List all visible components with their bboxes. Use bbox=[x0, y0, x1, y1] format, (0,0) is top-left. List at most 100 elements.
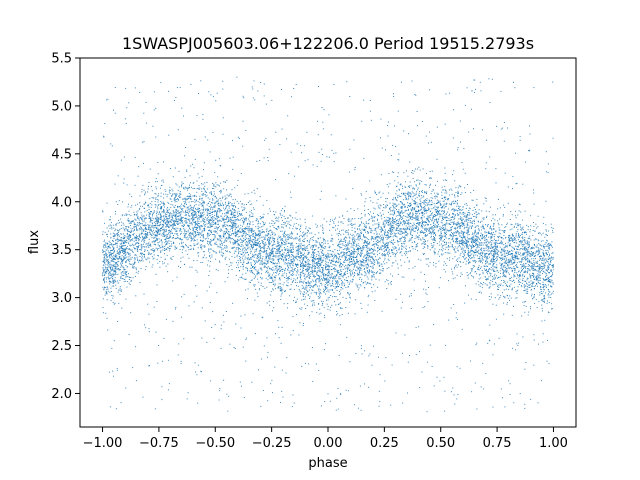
data-point bbox=[333, 278, 335, 280]
data-point bbox=[526, 258, 527, 260]
data-point bbox=[442, 205, 444, 207]
data-point bbox=[517, 236, 519, 238]
data-point bbox=[266, 267, 268, 269]
data-point bbox=[221, 244, 223, 246]
data-point bbox=[176, 193, 178, 195]
data-point bbox=[502, 253, 504, 255]
data-point bbox=[201, 219, 203, 221]
data-point bbox=[308, 230, 309, 232]
data-point bbox=[208, 222, 210, 224]
data-point bbox=[405, 197, 407, 199]
data-point bbox=[342, 288, 344, 290]
data-point bbox=[488, 245, 490, 247]
data-point bbox=[518, 271, 520, 273]
data-point bbox=[289, 233, 291, 235]
data-point bbox=[384, 205, 386, 207]
data-point bbox=[493, 256, 495, 258]
data-point bbox=[269, 258, 271, 260]
data-point bbox=[539, 263, 541, 265]
data-point bbox=[459, 227, 460, 229]
data-point bbox=[319, 276, 321, 278]
data-point bbox=[512, 253, 513, 255]
data-point bbox=[258, 242, 260, 244]
data-point bbox=[221, 242, 222, 244]
data-point bbox=[135, 276, 136, 277]
data-point bbox=[418, 203, 420, 205]
data-point bbox=[105, 252, 107, 254]
data-point bbox=[409, 232, 411, 234]
data-point bbox=[348, 262, 350, 264]
data-point bbox=[304, 273, 306, 275]
data-point bbox=[469, 252, 471, 254]
data-point bbox=[108, 274, 110, 276]
data-point bbox=[352, 268, 354, 270]
data-point bbox=[274, 243, 276, 245]
data-point bbox=[163, 203, 165, 204]
data-point bbox=[209, 213, 210, 214]
data-point bbox=[269, 261, 271, 262]
data-point bbox=[133, 258, 135, 260]
data-point bbox=[134, 248, 136, 250]
data-point bbox=[535, 255, 537, 257]
data-point bbox=[139, 221, 140, 223]
data-point bbox=[132, 251, 134, 253]
data-point bbox=[137, 216, 139, 218]
data-point bbox=[133, 222, 135, 224]
data-point bbox=[136, 236, 138, 238]
data-point bbox=[526, 224, 528, 226]
data-point bbox=[339, 247, 341, 249]
data-point bbox=[256, 248, 258, 250]
data-point bbox=[129, 236, 131, 238]
data-point bbox=[234, 256, 236, 258]
data-point bbox=[466, 272, 468, 274]
data-point bbox=[194, 217, 196, 219]
data-point bbox=[320, 244, 322, 246]
data-point bbox=[552, 264, 554, 266]
data-point bbox=[209, 234, 211, 236]
data-point bbox=[176, 201, 178, 202]
data-point bbox=[151, 190, 153, 192]
data-point bbox=[159, 245, 161, 246]
data-point bbox=[413, 231, 415, 232]
data-point bbox=[203, 246, 205, 248]
data-point bbox=[278, 256, 280, 258]
data-point bbox=[305, 228, 307, 230]
data-point bbox=[139, 259, 141, 261]
data-point bbox=[382, 239, 384, 241]
data-point bbox=[483, 237, 485, 239]
data-point bbox=[121, 242, 123, 244]
data-point bbox=[188, 249, 190, 251]
data-point bbox=[176, 209, 178, 211]
data-point bbox=[299, 245, 301, 247]
data-point bbox=[215, 226, 217, 228]
data-point bbox=[133, 225, 135, 227]
data-point bbox=[344, 274, 346, 276]
data-point bbox=[515, 245, 517, 247]
data-point bbox=[387, 280, 389, 282]
data-point bbox=[505, 275, 507, 277]
data-point bbox=[480, 266, 482, 268]
data-point bbox=[140, 245, 142, 247]
data-point bbox=[542, 310, 543, 312]
data-point bbox=[295, 212, 297, 214]
data-point bbox=[245, 219, 247, 221]
data-point bbox=[141, 205, 143, 207]
data-point bbox=[543, 279, 544, 281]
data-point bbox=[290, 246, 292, 248]
data-point bbox=[194, 188, 196, 189]
data-point bbox=[137, 218, 139, 220]
data-point bbox=[546, 275, 548, 276]
data-point bbox=[316, 254, 318, 256]
data-point bbox=[195, 204, 197, 206]
data-point bbox=[530, 275, 532, 277]
data-point bbox=[341, 251, 343, 253]
data-point bbox=[112, 256, 114, 258]
data-point bbox=[500, 233, 502, 235]
data-point bbox=[289, 251, 291, 253]
data-point bbox=[545, 252, 547, 254]
data-point bbox=[108, 255, 110, 257]
data-point bbox=[246, 225, 248, 227]
data-point bbox=[326, 290, 328, 292]
data-point bbox=[538, 259, 540, 261]
data-point bbox=[162, 229, 164, 231]
